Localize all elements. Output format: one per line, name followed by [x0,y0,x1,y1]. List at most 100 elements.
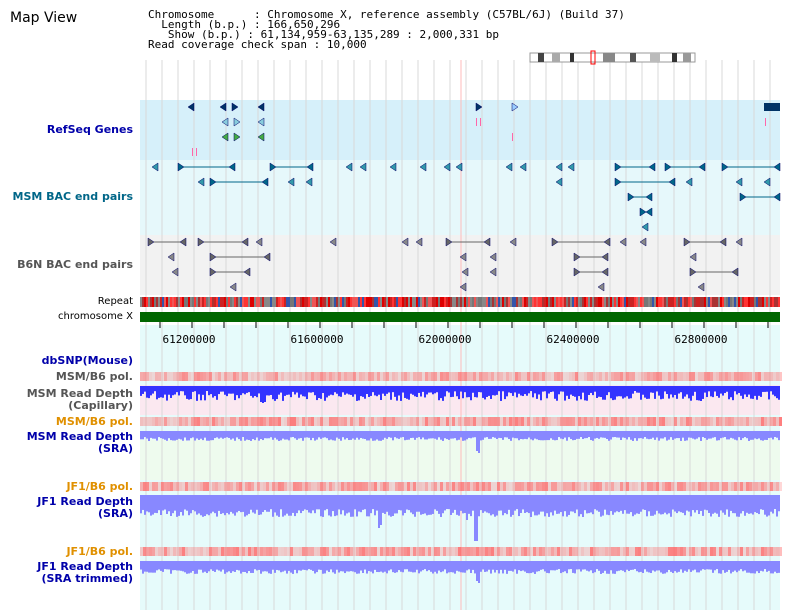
depth-bar [340,431,342,441]
repeat-segment [226,297,228,307]
repeat-segment [662,297,664,307]
b6n-pair [731,267,739,277]
pol-cell [656,547,659,556]
jf1-b6-pol-label-2[interactable]: JF1/B6 pol. [66,545,133,558]
depth-bar [290,561,292,573]
depth-bar [388,495,390,516]
pol-cell [641,547,644,556]
repeat-segment [560,297,562,307]
pol-cell [398,372,401,381]
depth-bar [356,561,358,574]
repeat-segment [544,297,546,307]
pol-cell [644,372,647,381]
pol-cell [521,372,524,381]
depth-bar [504,431,506,438]
depth-bar [362,495,364,510]
refseq-genes-label[interactable]: RefSeq Genes [46,123,133,136]
repeat-segment [154,297,156,307]
depth-bar [682,561,684,573]
repeat-segment [528,297,530,307]
depth-bar [642,495,644,510]
depth-bar [380,561,382,572]
depth-bar [720,561,722,574]
depth-bar [192,495,194,511]
repeat-segment [618,297,620,307]
msm-read-depth-sra-label[interactable]: MSM Read Depth (SRA) [27,431,133,455]
pol-cell [278,417,281,426]
depth-bar [304,386,306,397]
pol-cell [638,547,641,556]
jf1-read-depth-sra-label[interactable]: JF1 Read Depth (SRA) [37,496,133,520]
depth-bar [584,386,586,401]
depth-bar [310,561,312,570]
depth-bar [360,495,362,513]
pol-cell [215,417,218,426]
jf1-read-depth-trimmed-label[interactable]: JF1 Read Depth (SRA trimmed) [37,561,133,585]
jf1-b6-pol-label-1[interactable]: JF1/B6 pol. [66,480,133,493]
depth-bar [208,495,210,516]
depth-bar [380,386,382,400]
repeat-segment [574,297,576,307]
depth-bar [772,495,774,514]
pol-cell [284,417,287,426]
repeat-segment [196,297,198,307]
msm-b6-pol-label-2[interactable]: MSM/B6 pol. [55,415,133,428]
pol-cell [176,547,179,556]
pol-cell [677,547,680,556]
depth-bar [374,561,376,570]
depth-bar [374,386,376,396]
repeat-segment [358,297,360,307]
pol-cell [218,372,221,381]
repeat-segment [396,297,398,307]
pol-cell [236,482,239,491]
pol-cell [770,547,773,556]
repeat-segment [206,297,208,307]
depth-bar [596,561,598,570]
depth-bar [310,495,312,514]
depth-bar [610,386,612,399]
depth-bar [262,495,264,513]
depth-bar [580,561,582,572]
depth-bar [230,431,232,440]
pol-cell [431,372,434,381]
pol-cell [752,372,755,381]
msm-read-depth-capillary-label[interactable]: MSM Read Depth (Capillary) [27,388,133,412]
depth-bar [368,431,370,441]
pol-cell [215,547,218,556]
b6n-pair [601,267,609,277]
pol-cell [218,547,221,556]
depth-bar [770,561,772,574]
depth-bar [246,431,248,440]
depth-bar [300,431,302,439]
depth-bar [552,386,554,392]
depth-bar [248,495,250,514]
pol-cell [776,372,779,381]
pol-cell [527,547,530,556]
depth-bar [442,386,444,401]
pol-cell [599,482,602,491]
depth-bar [752,495,754,515]
depth-bar [168,431,170,439]
repeat-segment [478,297,480,307]
b6n-bac-label[interactable]: B6N BAC end pairs [17,258,133,271]
pol-cell [215,482,218,491]
pol-cell [758,372,761,381]
msm-b6-pol-label-1[interactable]: MSM/B6 pol. [55,370,133,383]
pol-cell [656,482,659,491]
depth-bar [330,386,332,395]
pol-cell [284,372,287,381]
depth-bar [382,495,384,513]
depth-bar [332,386,334,396]
depth-bar [560,386,562,392]
pol-cell [518,482,521,491]
bac-end [763,177,771,187]
dbsnp-label[interactable]: dbSNP(Mouse) [41,354,133,367]
depth-bar [634,561,636,570]
depth-bar [556,495,558,514]
depth-bar [684,386,686,397]
pol-cell [341,372,344,381]
repeat-segment [272,297,274,307]
msm-bac-label[interactable]: MSM BAC end pairs [12,190,133,203]
depth-bar [512,495,514,515]
